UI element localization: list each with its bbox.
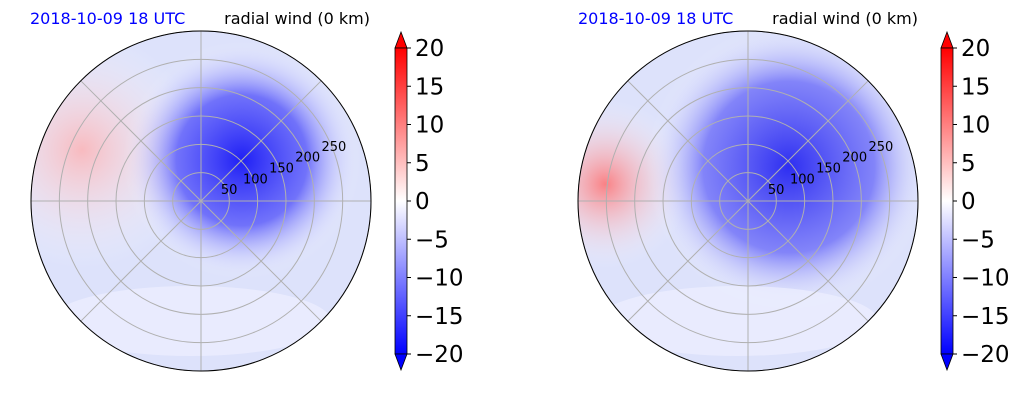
r-tick-label: 50 xyxy=(221,183,238,198)
r-tick-label: 100 xyxy=(790,172,815,187)
colorbar-tick-label: 15 xyxy=(961,74,990,100)
colorbar-tick-label: −20 xyxy=(961,342,1010,368)
colorbar: 20 15 10 5 0 −5 −10 −15 −20 xyxy=(394,30,464,372)
colorbar-tick-label: 5 xyxy=(961,151,976,177)
colorbar-tick-label: −20 xyxy=(415,342,464,368)
grid-spoke-225 xyxy=(627,200,749,322)
r-tick-label: 250 xyxy=(868,140,893,155)
colorbar-tick-label: −5 xyxy=(961,227,995,253)
weak-band xyxy=(51,286,331,356)
r-tick-label: 150 xyxy=(816,161,841,176)
colorbar: 20 15 10 5 0 −5 −10 −15 −20 xyxy=(940,30,1010,372)
r-tick-label: 50 xyxy=(768,183,785,198)
r-tick-label: 150 xyxy=(269,161,294,176)
grid-spoke-315 xyxy=(747,200,869,322)
colorbar-tick-label: −10 xyxy=(961,266,1010,292)
colorbar-tick-label: −5 xyxy=(415,227,449,253)
colorbar-extend-low xyxy=(394,353,408,372)
title-left: 2018-10-09 18 UTC xyxy=(578,9,733,28)
colorbar-tick-label: 5 xyxy=(415,151,430,177)
r-tick-label: 200 xyxy=(295,151,320,166)
colorbar-tick-label: 0 xyxy=(961,189,976,215)
colorbar-tick-label: 20 xyxy=(961,36,990,62)
weak-band xyxy=(598,286,878,356)
colorbar-extend-high xyxy=(394,30,408,49)
title-right: radial wind (0 km) xyxy=(772,9,918,28)
colorbar-tick-label: 0 xyxy=(415,189,430,215)
polar-boundary xyxy=(577,30,919,372)
grid-spoke-135 xyxy=(80,80,202,202)
colorbar-tick-label: −15 xyxy=(415,304,464,330)
polar-boundary xyxy=(30,30,372,372)
colorbar-tick-label: 15 xyxy=(415,74,444,100)
r-tick-label: 100 xyxy=(243,172,268,187)
colorbar-extend-high xyxy=(940,30,954,49)
colorbar-gradient xyxy=(394,47,408,355)
colorbar-tick-label: −15 xyxy=(961,304,1010,330)
grid-spoke-135 xyxy=(627,80,749,202)
title-left: 2018-10-09 18 UTC xyxy=(30,9,185,28)
r-tick-label: 200 xyxy=(842,151,867,166)
colorbar-tick-label: 10 xyxy=(415,113,444,139)
grid-spoke-45 xyxy=(200,80,322,202)
r-tick-label: 250 xyxy=(321,140,346,155)
colorbar-tick-label: −10 xyxy=(415,266,464,292)
grid-spoke-315 xyxy=(200,200,322,322)
colorbar-gradient xyxy=(940,47,954,355)
colorbar-extend-low xyxy=(940,353,954,372)
colorbar-tick-label: 20 xyxy=(415,36,444,62)
title-right: radial wind (0 km) xyxy=(224,9,370,28)
colorbar-tick-label: 10 xyxy=(961,113,990,139)
grid-spoke-225 xyxy=(80,200,202,322)
grid-spoke-45 xyxy=(747,80,869,202)
